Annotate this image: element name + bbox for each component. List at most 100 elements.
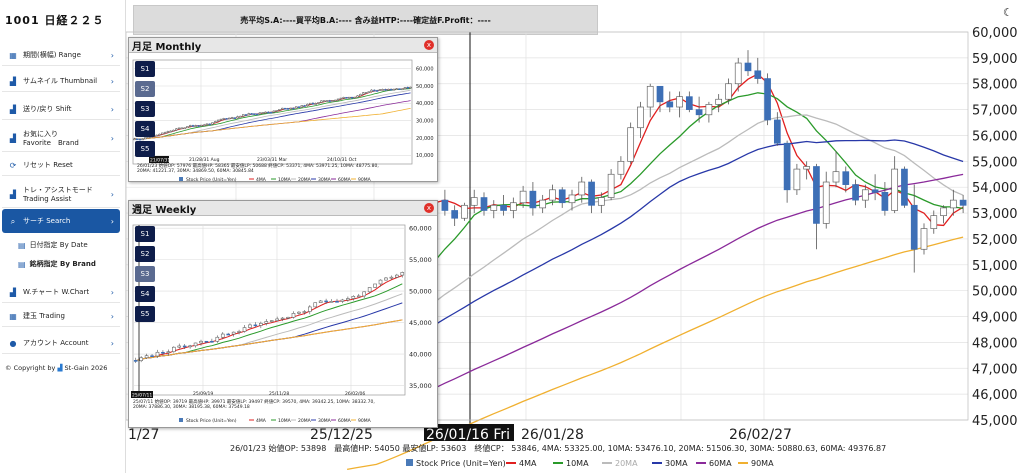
crosshair-date-box [424, 424, 514, 441]
monthly-scale-button-s3[interactable]: S3 [135, 101, 155, 117]
monthly-candle [331, 100, 334, 102]
main-candle [588, 181, 595, 206]
monthly-candle [222, 118, 225, 120]
search-sub-item-0[interactable]: ▤ 日付指定 By Date [18, 240, 88, 250]
monthly-ma90-line [134, 108, 411, 140]
main-y-tick: 59,000 [972, 52, 1018, 67]
main-candlestick-chart[interactable]: 60,000 59,000 58,000 57,000 56,000 55,000 54,0… [126, 0, 1024, 473]
monthly-candle [409, 86, 412, 89]
sidebar-item-7[interactable]: ▟ W.チャート W.Chart › [2, 283, 120, 303]
weekly-cursor-label: 25/07/11 [132, 393, 152, 399]
weekly-candle [384, 277, 388, 281]
monthly-candle [188, 125, 192, 127]
monthly-candle [242, 114, 245, 117]
sidebar-item-8[interactable]: ▦ 建玉 Trading › [2, 307, 120, 327]
weekly-candle [297, 311, 301, 314]
weekly-candle [324, 300, 328, 303]
sidebar-item-4[interactable]: ⟳ リセット Reset [2, 156, 120, 176]
chevron-right-icon: › [110, 288, 114, 297]
main-y-tick: 52,000 [972, 233, 1018, 248]
dark-mode-moon-icon[interactable]: ☾ [1003, 6, 1013, 19]
sidebar-item-3[interactable]: ▟ お気に入り Favorite Brand › [2, 126, 120, 152]
monthly-scale-button-s2[interactable]: S2 [135, 81, 155, 97]
main-candle [441, 199, 449, 211]
main-y-tick: 58,000 [972, 78, 1018, 93]
weekly-scale-button-s4[interactable]: S4 [135, 286, 155, 302]
sidebar-item-2[interactable]: ▟ 送り/戻り Shift › [2, 100, 120, 120]
weekly-scale-button-s2[interactable]: S2 [135, 246, 155, 262]
main-candle [949, 199, 957, 209]
monthly-scale-button-s4[interactable]: S4 [135, 121, 155, 137]
main-candle [490, 204, 498, 211]
weekly-title: 週足 Weekly [132, 204, 197, 216]
monthly-legend-label: 90MA [358, 177, 372, 182]
weekly-scale-button-s5[interactable]: S5 [135, 306, 155, 322]
monthly-candle [300, 105, 303, 108]
monthly-candle [375, 90, 379, 92]
main-ma30-line [346, 139, 964, 375]
search-sub-item-1[interactable]: ▤ 銘柄指定 By Brand [18, 259, 96, 269]
main-candle [529, 190, 537, 209]
sidebar-item-0[interactable]: ▦ 期間(横幅) Range › [2, 46, 120, 66]
weekly-legend-label: Stock Price (Unit=Yen) [186, 418, 237, 424]
main-candle [597, 197, 605, 206]
monthly-candle [387, 88, 390, 91]
main-y-tick: 54,000 [972, 181, 1018, 196]
weekly-candle [226, 333, 230, 336]
sidebar-item-5[interactable]: ▟ トレ・アシストモード Trading Assist › [2, 182, 120, 208]
weekly-scale-button-s1[interactable]: S1 [135, 226, 155, 242]
monthly-candle [197, 125, 200, 127]
monthly-candle [275, 110, 278, 112]
monthly-candle [163, 132, 167, 134]
monthly-y-tick: 60,000 [416, 66, 434, 72]
monthly-chart-panel: 月足 Monthly x 60,000 50,000 40,000 30,000 20,… [128, 37, 438, 182]
sidebar-item-6[interactable]: ⌕ サーチ Search › [2, 209, 120, 233]
main-candle [734, 62, 742, 85]
weekly-info: 20MA: 37886.30, 30MA: 38195.38, 60MA: 37… [133, 404, 250, 410]
legend-label: 30MA [665, 459, 688, 468]
main-candle [715, 98, 723, 105]
weekly-candle [171, 346, 176, 353]
monthly-candle [311, 102, 315, 105]
weekly-close-icon[interactable]: x [424, 203, 434, 213]
weekly-info: 25/07/11 始値OP: 39719 最高値HP: 39971 最安値LP:… [133, 398, 375, 405]
chevron-right-icon: › [110, 77, 114, 86]
weekly-candle [400, 272, 405, 276]
monthly-close-icon[interactable]: x [424, 40, 434, 50]
monthly-cursor-box [149, 156, 169, 163]
main-y-tick: 47,000 [972, 362, 1018, 377]
monthly-cursor-label: 21/07/31 [150, 158, 170, 164]
monthly-candle [364, 92, 368, 94]
weekly-candle [318, 300, 323, 303]
monthly-info: 26/01/23 始値OP: 57976 最高値HP: 58365 最安値LP:… [137, 162, 379, 169]
monthly-x-label: 23/03/31 Mar [257, 157, 287, 163]
legend-label: 10MA [566, 459, 589, 468]
main-candle [480, 197, 488, 211]
monthly-candle [202, 124, 206, 127]
monthly-scale-button-s5[interactable]: S5 [135, 141, 155, 157]
weekly-plot-frame [132, 224, 406, 396]
weekly-scale-button-s3[interactable]: S3 [135, 266, 155, 282]
weekly-candle [286, 316, 290, 319]
monthly-scale-button-s1[interactable]: S1 [135, 61, 155, 77]
monthly-candle [219, 118, 223, 121]
sidebar-item-label: W.チャート W.Chart [23, 288, 90, 296]
sidebar-item-label: アカウント Account [23, 339, 89, 347]
monthly-info: 20MA: 41221.37, 30MA: 34869.50, 60MA: 30… [137, 168, 254, 174]
monthly-candle [225, 118, 228, 120]
chart-icon: ▟ [9, 288, 17, 297]
weekly-candle [248, 324, 252, 328]
st-gain-logo: ▟ [57, 364, 63, 372]
weekly-candle [199, 340, 203, 344]
copyright-year: 2026 [90, 364, 108, 372]
weekly-x-label: 25/09/19 [193, 391, 213, 397]
main-candle [568, 194, 576, 204]
monthly-candle [264, 111, 267, 114]
sidebar-item-label: 期間(横幅) Range [23, 51, 81, 59]
sidebar-item-9[interactable]: ● アカウント Account › [2, 334, 120, 354]
weekly-candle [373, 283, 377, 288]
sidebar-item-1[interactable]: ▟ サムネイル Thumbnail › [2, 72, 120, 92]
main-candle [803, 166, 811, 170]
refresh-icon: ⟳ [9, 161, 17, 170]
monthly-candle [314, 103, 317, 105]
